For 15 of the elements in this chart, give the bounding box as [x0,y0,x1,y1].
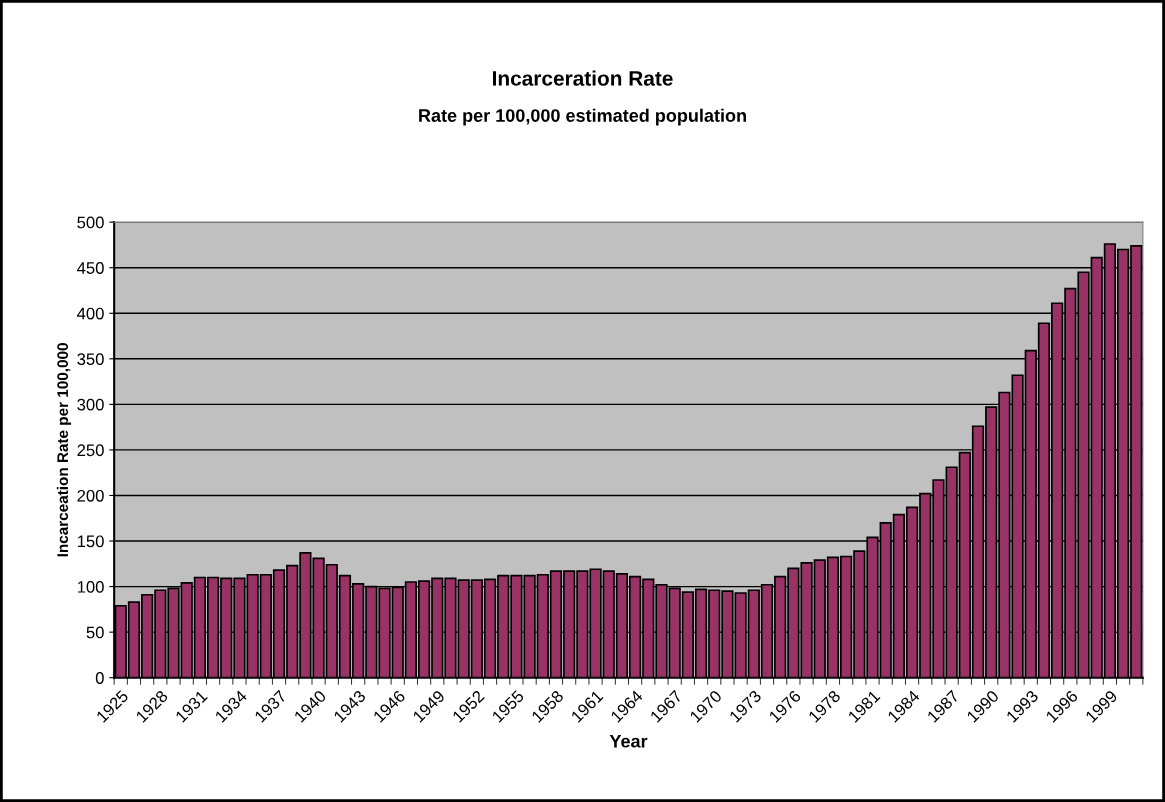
y-tick-label: 350 [77,353,104,366]
y-axis-title: Incarceation Rate per 100,000 [56,343,72,557]
y-tick-label: 150 [77,535,104,548]
y-tick-label: 500 [77,216,104,229]
chart-subtitle: Rate per 100,000 estimated population [419,108,746,126]
y-tick-label: 50 [86,626,104,639]
y-tick-label: 400 [77,307,104,320]
y-tick-label: 300 [77,398,104,411]
y-tick-label: 450 [77,262,104,274]
x-axis-title: Year [609,735,648,748]
y-tick-label: 100 [77,580,104,593]
y-tick-label: 250 [77,444,104,457]
chart-title: Incarceration Rate [493,70,673,86]
y-tick-label: 200 [77,489,104,502]
y-tick-label: 0 [95,672,104,684]
